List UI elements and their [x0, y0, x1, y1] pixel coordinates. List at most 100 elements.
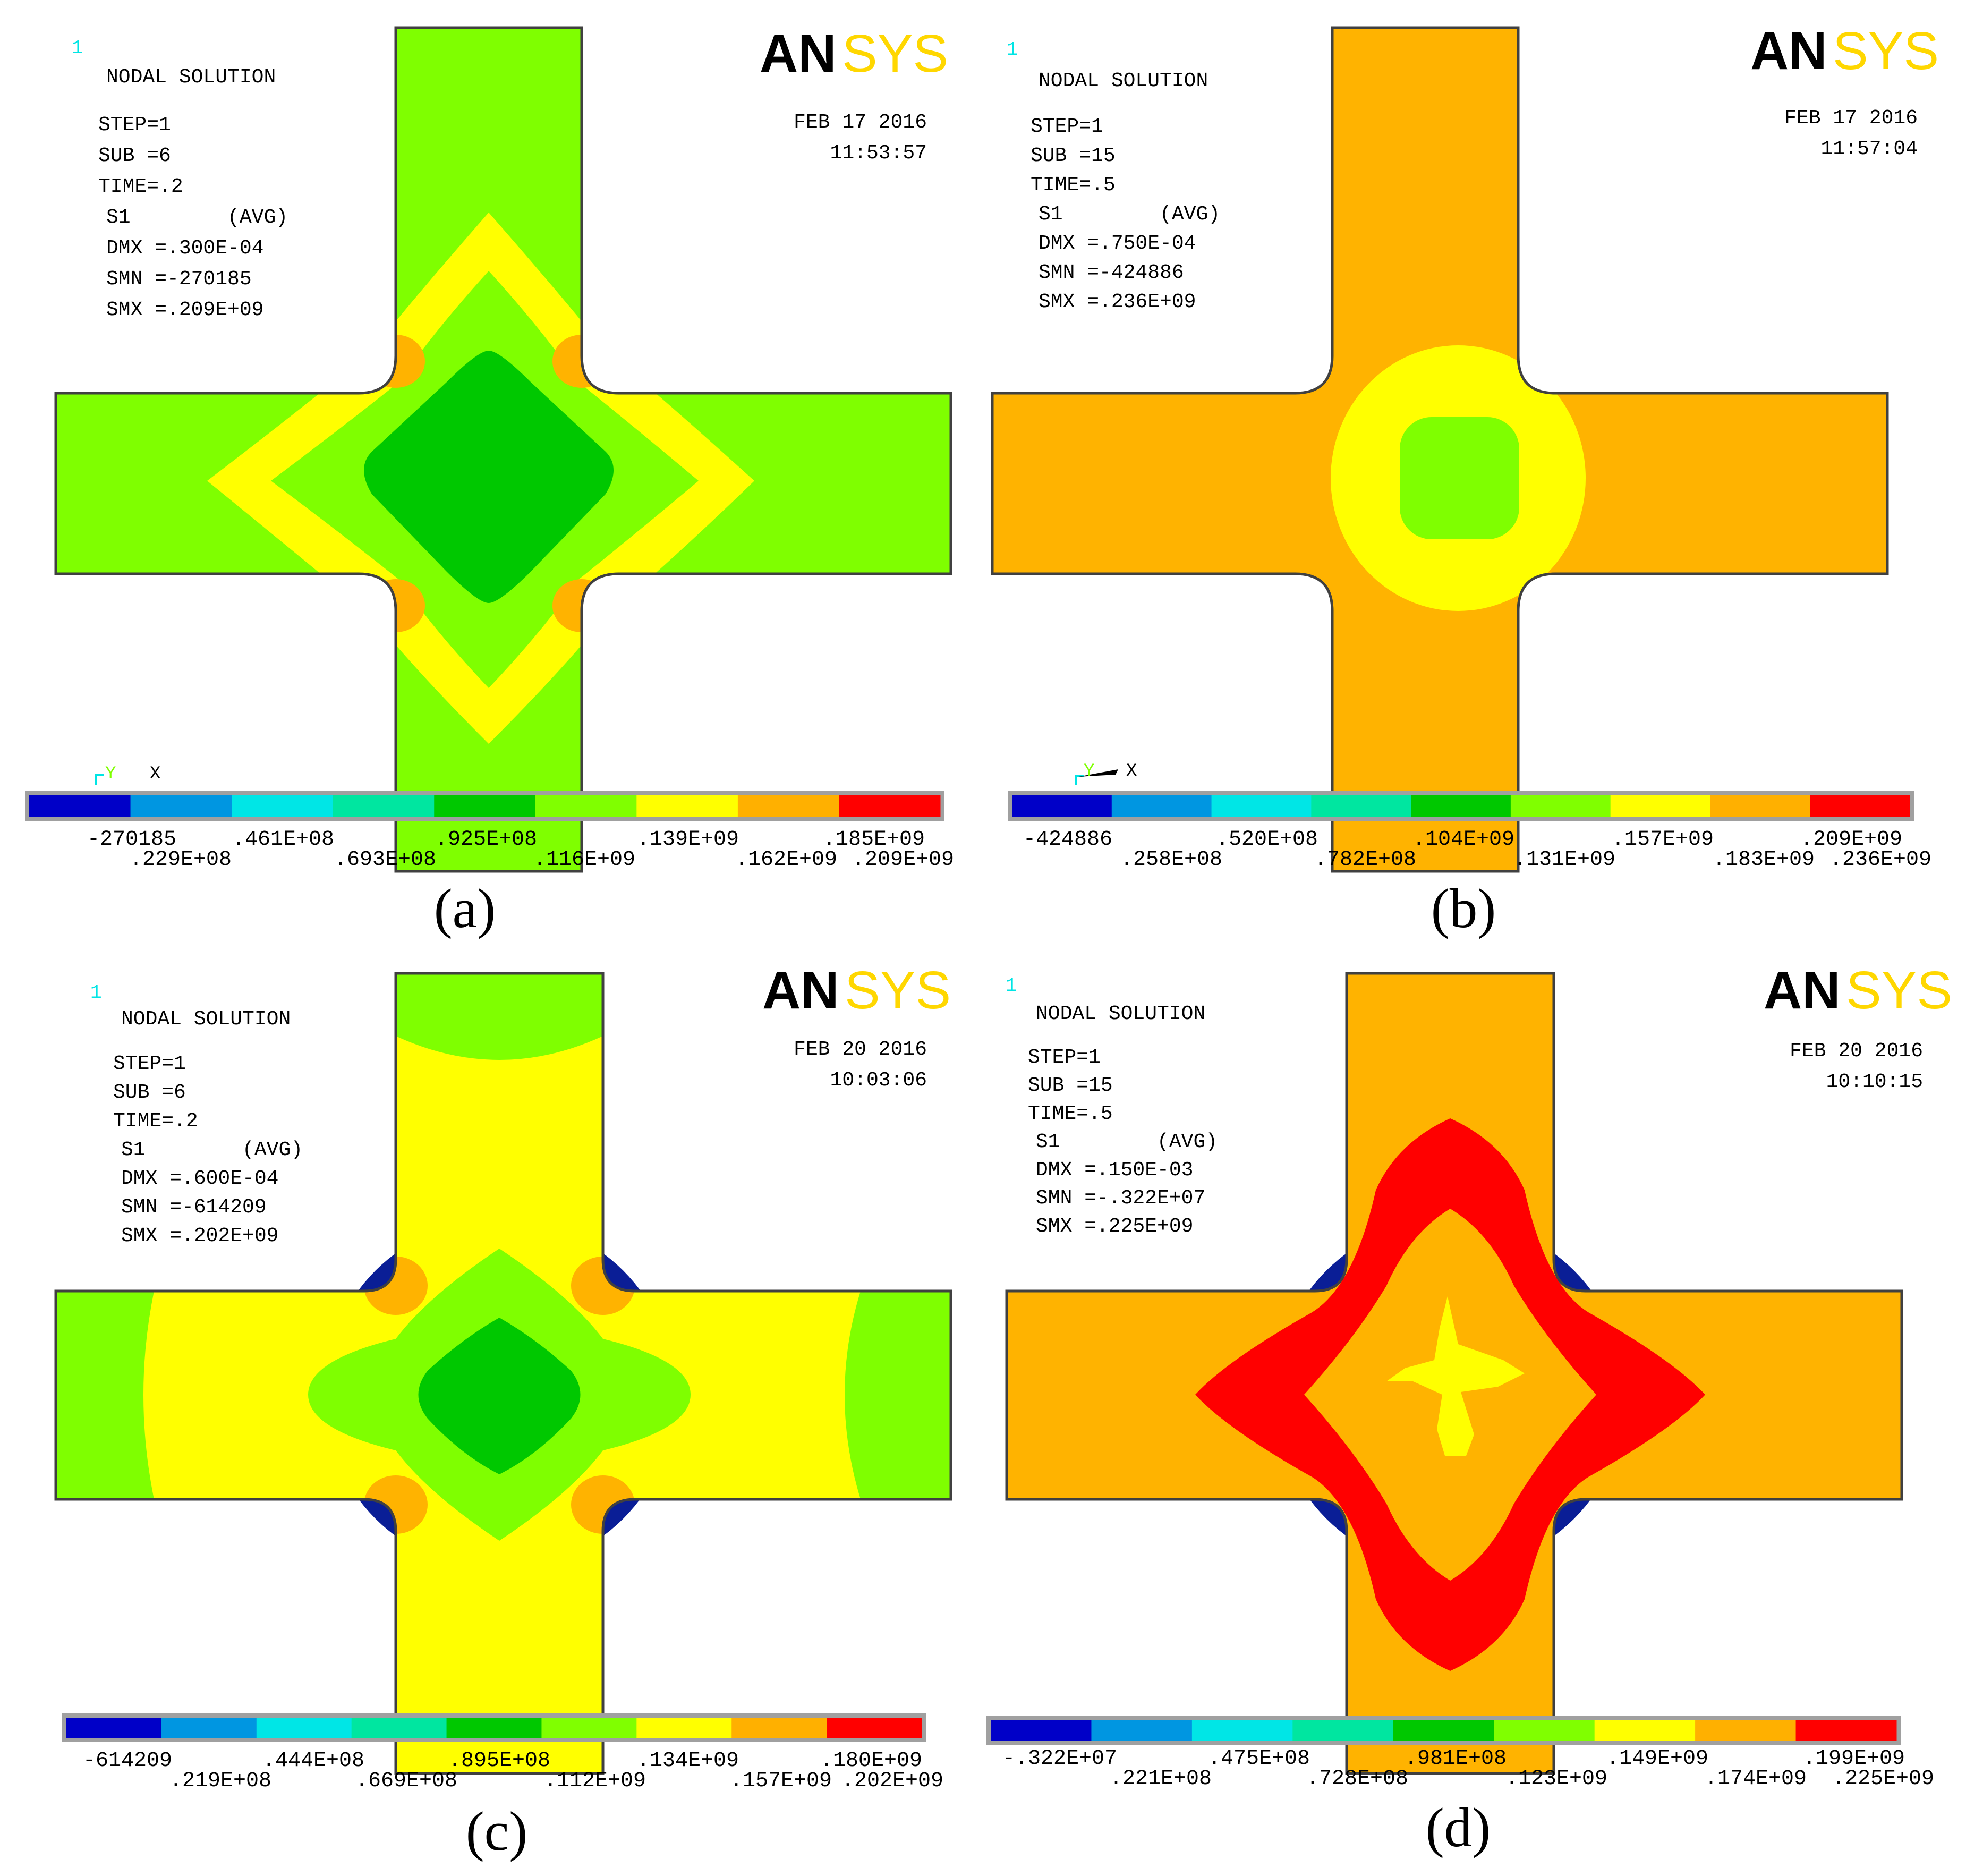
legend-label: .112E+09	[544, 1769, 646, 1793]
info-block-d: STEP=1 SUB =15 TIME=.5 S1 (AVG) DMX =.15…	[1028, 1046, 1218, 1238]
ansys-logo-part2: SYS	[1833, 21, 1939, 81]
legend-label: .895E+08	[448, 1749, 550, 1773]
legend-label: .728E+08	[1306, 1767, 1408, 1791]
info-line: SMX =.202E+09	[121, 1225, 278, 1247]
legend-swatch	[541, 1718, 637, 1738]
legend-swatch	[535, 795, 637, 817]
legend-swatch	[1510, 795, 1611, 817]
legend-label: .123E+09	[1505, 1767, 1607, 1791]
triad-arrow	[1078, 769, 1118, 777]
axis-triad: Y X	[1075, 761, 1137, 785]
legend-label: .174E+09	[1705, 1767, 1807, 1791]
legend-bar-d	[986, 1716, 1901, 1745]
ansys-logo-part1: AN	[1750, 21, 1827, 81]
axis-x-label: X	[150, 764, 160, 784]
panel-caption: (a)	[434, 877, 496, 939]
panel-caption: (b)	[1431, 877, 1496, 939]
contour-band	[845, 1291, 951, 1499]
ansys-logo-part2: SYS	[1846, 961, 1952, 1020]
panel-caption: (d)	[1426, 1796, 1491, 1858]
legend-label: -270185	[87, 828, 176, 852]
info-line: TIME=.2	[113, 1110, 198, 1133]
legend-label: .221E+08	[1110, 1767, 1212, 1791]
legend-label: .444E+08	[262, 1749, 364, 1773]
legend-label: .149E+09	[1606, 1747, 1708, 1771]
legend-label: .925E+08	[435, 828, 537, 852]
legend-label: .116E+09	[533, 848, 635, 872]
contour-band	[56, 1291, 154, 1499]
ansys-logo: AN SYS	[762, 961, 951, 1020]
legend-label: .782E+08	[1314, 848, 1416, 872]
triad-lines	[95, 774, 104, 785]
legend-label: .981E+08	[1405, 1747, 1507, 1771]
legend-swatch	[434, 795, 536, 817]
legend-swatch	[1795, 1720, 1897, 1741]
info-line: SUB =15	[1028, 1074, 1113, 1097]
legend-label: .520E+08	[1216, 828, 1318, 852]
result-title: NODAL SOLUTION	[1039, 70, 1208, 92]
legend-swatch	[29, 795, 131, 817]
info-line: TIME=.5	[1028, 1102, 1113, 1125]
legend-label: .461E+08	[232, 828, 334, 852]
panel-a: 1 NODAL SOLUTION STEP=1 SUB =6 TIME=.2 S…	[25, 24, 954, 939]
window-number: 1	[90, 982, 102, 1004]
date-label: FEB 17 2016	[794, 111, 927, 134]
info-line: DMX =.600E-04	[121, 1167, 278, 1190]
axis-y-label: Y	[1084, 761, 1094, 782]
contour-band	[1386, 1296, 1525, 1456]
legend-swatch	[351, 1718, 447, 1738]
legend-label: -424886	[1023, 828, 1112, 852]
legend-bar-b	[1008, 791, 1914, 821]
info-line: SMX =.209E+09	[106, 299, 263, 321]
result-title: NODAL SOLUTION	[1036, 1003, 1205, 1025]
legend-swatch	[737, 795, 839, 817]
contour-band	[418, 1318, 581, 1474]
panel-d: 1 NODAL SOLUTION STEP=1 SUB =15 TIME=.5 …	[986, 961, 1952, 1858]
legend-labels-d: -.322E+07 .475E+08 .981E+08 .149E+09 .19…	[1002, 1747, 1934, 1791]
legend-label: .693E+08	[334, 848, 436, 872]
legend-label: .236E+09	[1829, 848, 1931, 872]
legend-label: .669E+08	[355, 1769, 457, 1793]
time-label: 11:53:57	[830, 142, 927, 165]
legend-label: .258E+08	[1120, 848, 1222, 872]
legend-swatch	[333, 795, 435, 817]
info-line: SMN =-270185	[106, 268, 252, 291]
ansys-logo-part1: AN	[760, 24, 836, 83]
legend-swatch	[446, 1718, 542, 1738]
legend-bar-c	[62, 1713, 926, 1742]
legend-swatch	[130, 795, 232, 817]
legend-swatch	[1594, 1720, 1696, 1741]
ansys-logo: AN SYS	[1764, 961, 1952, 1020]
info-line: S1 (AVG)	[121, 1139, 303, 1161]
legend-label: .139E+09	[637, 828, 739, 852]
info-line: SMX =.236E+09	[1039, 291, 1196, 313]
axis-triad: Y X	[95, 764, 160, 785]
date-label: FEB 20 2016	[794, 1038, 927, 1061]
legend-swatch	[1610, 795, 1710, 817]
legend-bar-a	[25, 791, 944, 821]
info-line: SUB =6	[98, 145, 171, 167]
window-number: 1	[1007, 39, 1018, 61]
info-line: STEP=1	[1031, 115, 1103, 138]
info-line: SUB =6	[113, 1081, 186, 1104]
info-line: SMN =-614209	[121, 1196, 267, 1219]
legend-label: .202E+09	[841, 1769, 943, 1793]
legend-label: .183E+09	[1713, 848, 1815, 872]
legend-swatch	[1311, 795, 1411, 817]
legend-swatch	[256, 1718, 352, 1738]
legend-swatch	[839, 795, 941, 817]
ansys-logo-part2: SYS	[845, 961, 951, 1020]
legend-label: .157E+09	[1612, 828, 1714, 852]
ansys-logo-part1: AN	[762, 961, 839, 1020]
axis-y-label: Y	[105, 764, 116, 784]
time-label: 10:10:15	[1826, 1071, 1923, 1093]
legend-swatch	[1710, 795, 1810, 817]
legend-label: -.322E+07	[1002, 1747, 1117, 1771]
legend-label: .157E+09	[730, 1769, 832, 1793]
info-line: STEP=1	[113, 1052, 186, 1075]
info-block-b: STEP=1 SUB =15 TIME=.5 S1 (AVG) DMX =.75…	[1031, 115, 1220, 313]
panel-caption: (c)	[466, 1800, 528, 1862]
legend-swatch	[636, 795, 738, 817]
axis-x-label: X	[1126, 761, 1137, 782]
